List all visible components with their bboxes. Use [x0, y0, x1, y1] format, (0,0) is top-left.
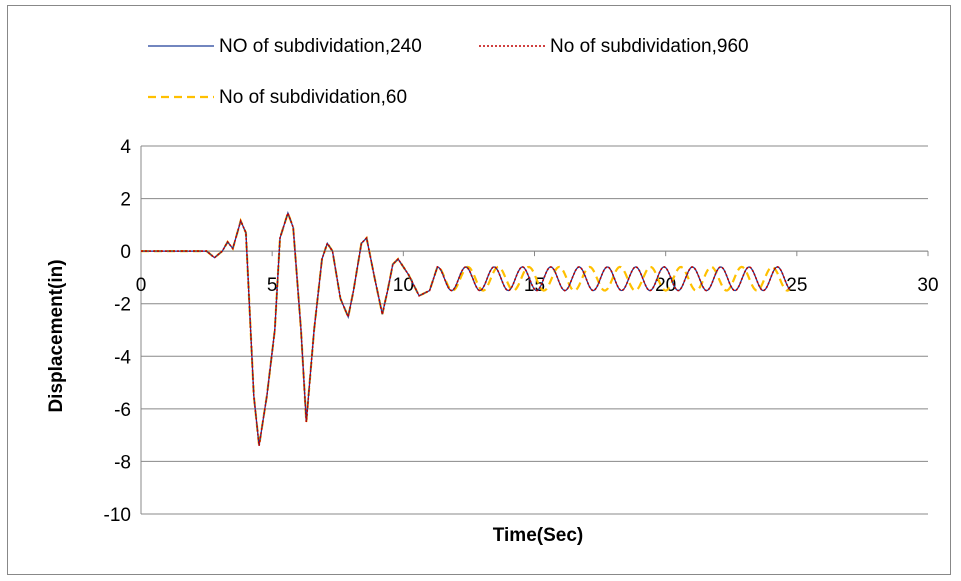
y-tick-label: 4: [120, 137, 131, 158]
y-tick-label: -8: [114, 452, 131, 473]
x-axis-title: Time(Sec): [493, 525, 583, 546]
y-tick-label: -2: [114, 295, 131, 316]
x-tick-label: 0: [136, 275, 147, 296]
legend: NO of subdividation,240 No of subdividat…: [148, 36, 749, 108]
x-tick-label: 30: [917, 275, 938, 296]
y-tick-label: 0: [120, 242, 131, 263]
legend-label-series-2: No of subdividation,960: [550, 36, 749, 57]
x-tick-label: 10: [393, 275, 414, 296]
x-tick-label: 15: [524, 275, 545, 296]
gridlines: [141, 145, 928, 515]
series-line-3: [141, 209, 792, 446]
y-tick-label: -6: [114, 400, 131, 421]
line-chart: 420-2-4-6-8-100 5 10 15 20 25 30 Time(Sec) Dis…: [46, 36, 939, 546]
axes: [140, 146, 929, 514]
series-lines: [141, 209, 792, 446]
y-tick-label: -10: [104, 505, 131, 526]
y-tick-label: 2: [120, 190, 131, 211]
series-line-2: [141, 210, 791, 446]
legend-label-series-1: NO of subdividation,240: [219, 36, 422, 57]
y-tick-label: -4: [114, 347, 131, 368]
x-tick-label: 25: [786, 275, 807, 296]
y-axis-title: Displacement(in): [46, 259, 67, 412]
series-line-1: [141, 210, 791, 446]
chart-frame: 4 2 0 -2 -4 -6 -8 -10 0 5 10 15 20 25 30 Time(Sec) Dis…: [7, 5, 951, 575]
x-tick-label: 5: [267, 275, 278, 296]
legend-label-series-3: No of subdividation,60: [219, 87, 407, 108]
tick-labels: 420-2-4-6-8-100 5 10 15 20 25 30: [104, 137, 939, 526]
